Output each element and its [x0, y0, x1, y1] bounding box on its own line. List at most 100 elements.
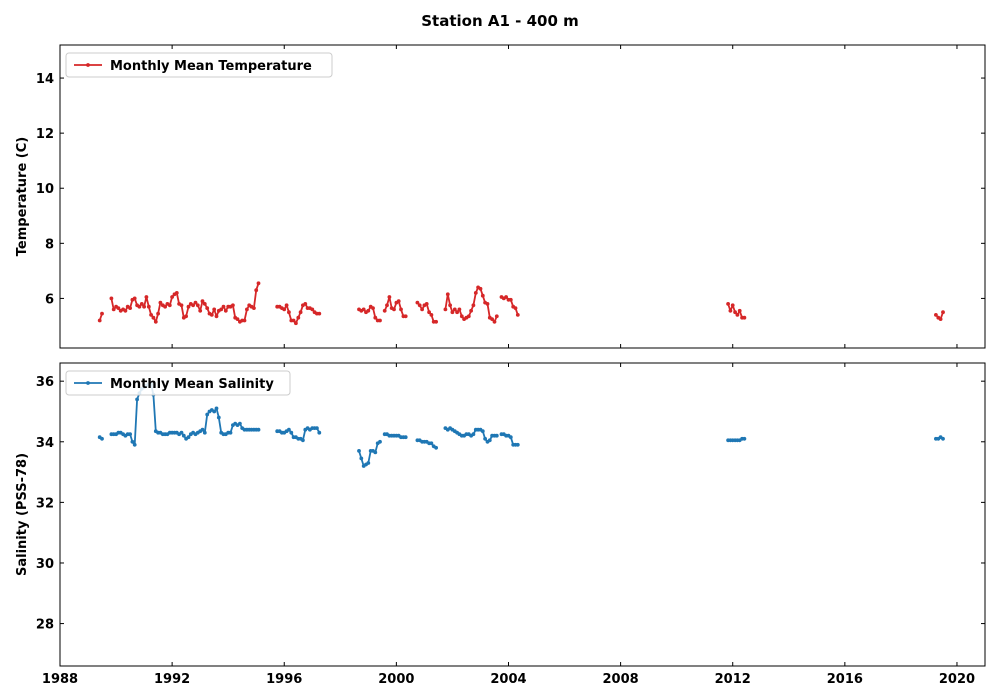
data-point [231, 303, 235, 308]
data-point [254, 288, 259, 293]
data-point [483, 436, 487, 441]
data-point [135, 397, 140, 402]
data-point [298, 310, 303, 315]
data-point [396, 299, 401, 304]
data-point [504, 295, 508, 299]
data-point [252, 306, 256, 310]
data-point [303, 302, 308, 306]
data-point [123, 308, 128, 313]
data-point [132, 442, 137, 447]
y-tick-label: 10 [36, 182, 54, 197]
data-point [287, 427, 291, 432]
data-point [184, 314, 189, 319]
axes-frame [59, 44, 986, 349]
data-point [209, 313, 214, 317]
data-point [193, 300, 198, 305]
data-point [219, 307, 224, 312]
data-point [156, 311, 161, 316]
data-point [245, 307, 249, 312]
data-point [508, 435, 513, 440]
data-point [296, 315, 301, 320]
x-tick-label: 2000 [378, 672, 414, 687]
data-point [242, 318, 247, 323]
y-tick-label: 12 [36, 127, 54, 142]
data-point [417, 303, 422, 308]
x-tick-label: 2004 [490, 672, 526, 687]
data-point [445, 292, 450, 297]
data-point [132, 296, 137, 301]
data-point [387, 295, 392, 299]
figure-title: Station A1 - 400 m [421, 12, 579, 30]
data-point [373, 450, 378, 455]
series-line [383, 296, 406, 318]
data-point [294, 321, 298, 326]
data-point [448, 303, 452, 308]
data-point [235, 317, 240, 321]
data-point [469, 308, 473, 313]
data-point [170, 295, 175, 299]
legend-label: Monthly Mean Salinity [110, 377, 274, 392]
series-line [277, 302, 320, 325]
x-tick-label: 2016 [827, 672, 863, 687]
data-point [195, 303, 200, 308]
data-point [100, 436, 104, 441]
data-point [941, 310, 945, 315]
data-point [202, 430, 207, 435]
data-point [301, 438, 305, 443]
data-point [735, 313, 740, 317]
data-point [478, 286, 483, 291]
data-point [202, 302, 207, 306]
data-point [149, 313, 154, 317]
data-point [137, 304, 142, 309]
data-point [97, 318, 102, 323]
data-point [200, 427, 205, 432]
data-point [205, 306, 210, 310]
data-point [443, 307, 448, 312]
data-point [403, 314, 408, 319]
data-point [487, 438, 492, 443]
data-point [361, 307, 366, 312]
data-point [466, 314, 471, 319]
data-point [317, 430, 322, 435]
data-point [934, 313, 938, 317]
data-point [310, 307, 315, 312]
legend-box [65, 370, 291, 396]
data-point [216, 415, 221, 420]
data-point [315, 426, 319, 430]
data-point [429, 441, 434, 446]
data-point [513, 306, 518, 310]
data-point [434, 445, 438, 450]
data-point [385, 303, 389, 308]
data-point [490, 317, 494, 321]
data-point [179, 430, 184, 435]
data-point [492, 319, 497, 324]
data-point [392, 307, 396, 312]
data-point [427, 310, 431, 315]
data-point [455, 310, 459, 315]
data-point [214, 406, 219, 411]
data-point [200, 299, 205, 304]
data-point [153, 319, 158, 324]
data-point [480, 429, 485, 434]
data-point [142, 304, 147, 309]
temperature-panel: 6 8 10 12 14 Temperature (C) Monthly Mean Temp… [15, 44, 986, 349]
y-tick-label: 28 [36, 618, 54, 633]
data-point [100, 311, 104, 316]
data-point [130, 439, 135, 444]
data-point [733, 310, 737, 315]
data-point [730, 303, 735, 308]
data-point [373, 315, 378, 320]
data-point [450, 310, 455, 315]
data-point [359, 456, 364, 461]
data-point [726, 302, 730, 306]
legend-box [65, 52, 333, 78]
data-point [174, 291, 179, 295]
y-tick-label: 8 [45, 237, 54, 252]
x-tick-label: 1988 [42, 672, 78, 687]
data-point [158, 300, 163, 305]
data-point [452, 307, 457, 312]
x-tick-label: 1992 [154, 672, 190, 687]
data-point [938, 317, 943, 321]
data-point [473, 291, 478, 295]
data-point [128, 432, 133, 437]
